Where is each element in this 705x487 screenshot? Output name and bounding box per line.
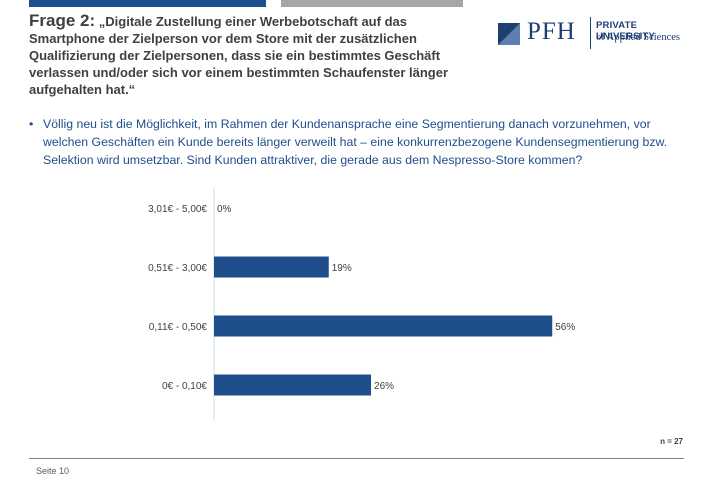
logo-line2: of Applied Sciences: [596, 32, 680, 43]
question-heading: Frage 2: „Digitale Zustellung einer Werb…: [29, 12, 479, 98]
category-label: 3,01€ - 5,00€: [148, 204, 207, 215]
data-label: 26%: [374, 381, 394, 392]
category-label: 0,51€ - 3,00€: [148, 263, 207, 274]
category-label: 0€ - 0,10€: [162, 381, 207, 392]
bullet-text: Völlig neu ist die Möglichkeit, im Rahme…: [43, 117, 668, 167]
question-label: Frage 2:: [29, 11, 96, 30]
sample-size-note: n = 27: [660, 437, 683, 446]
top-accent-bar-grey: [281, 0, 463, 7]
bar: [214, 315, 553, 337]
data-label: 0%: [217, 204, 232, 215]
bullet-symbol: •: [29, 117, 34, 131]
bar: [214, 374, 372, 396]
question-text: „Digitale Zustellung einer Werbebotschaf…: [29, 14, 449, 97]
logo-divider: [590, 17, 591, 49]
bar: [214, 256, 329, 278]
footer-divider: [29, 458, 684, 459]
logo-line1: PRIVATE UNIVERSITY: [596, 20, 656, 42]
page-number: Seite 10: [36, 466, 70, 476]
category-label: 0,11€ - 0,50€: [149, 322, 208, 333]
top-accent-bar-blue: [29, 0, 266, 7]
pfh-logo-mark-icon: [498, 23, 520, 45]
pfh-logo: PFH PRIVATE UNIVERSITY of Applied Scienc…: [498, 17, 688, 51]
data-label: 19%: [332, 263, 352, 274]
data-label: 56%: [555, 322, 575, 333]
logo-name: PFH: [527, 18, 576, 45]
